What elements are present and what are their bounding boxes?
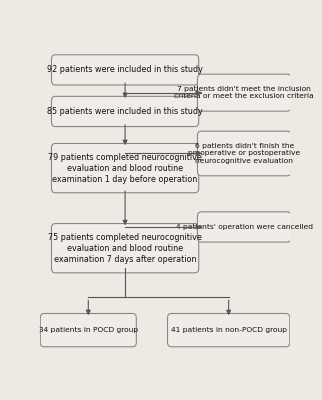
Text: 41 patients in non-POCD group: 41 patients in non-POCD group bbox=[171, 327, 287, 333]
FancyBboxPatch shape bbox=[52, 144, 199, 193]
Text: 34 patients in POCD group: 34 patients in POCD group bbox=[39, 327, 138, 333]
Text: 79 patients completed neurocognitive
evaluation and blood routine
examination 1 : 79 patients completed neurocognitive eva… bbox=[48, 152, 202, 184]
FancyBboxPatch shape bbox=[40, 314, 136, 347]
Text: 85 patients were included in this study: 85 patients were included in this study bbox=[47, 107, 203, 116]
Text: 6 patients didn't finish the
preoperative or postoperative
neurocognitive evalua: 6 patients didn't finish the preoperativ… bbox=[188, 143, 300, 164]
Text: 7 patients didn't meet the inclusion
criteria or meet the exclusion criteria: 7 patients didn't meet the inclusion cri… bbox=[175, 86, 314, 100]
FancyBboxPatch shape bbox=[167, 314, 290, 347]
Text: 75 patients completed neurocognitive
evaluation and blood routine
examination 7 : 75 patients completed neurocognitive eva… bbox=[48, 233, 202, 264]
FancyBboxPatch shape bbox=[52, 224, 199, 273]
FancyBboxPatch shape bbox=[197, 131, 291, 176]
FancyBboxPatch shape bbox=[197, 212, 291, 242]
Text: 92 patients were included in this study: 92 patients were included in this study bbox=[47, 65, 203, 74]
FancyBboxPatch shape bbox=[52, 55, 199, 85]
Text: 4 patients' operation were cancelled: 4 patients' operation were cancelled bbox=[176, 224, 313, 230]
FancyBboxPatch shape bbox=[52, 96, 199, 126]
FancyBboxPatch shape bbox=[197, 74, 291, 111]
